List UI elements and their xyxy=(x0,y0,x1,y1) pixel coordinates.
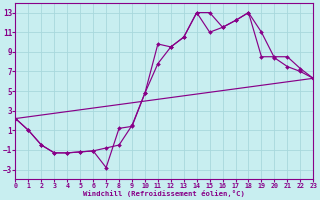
X-axis label: Windchill (Refroidissement éolien,°C): Windchill (Refroidissement éolien,°C) xyxy=(84,190,245,197)
